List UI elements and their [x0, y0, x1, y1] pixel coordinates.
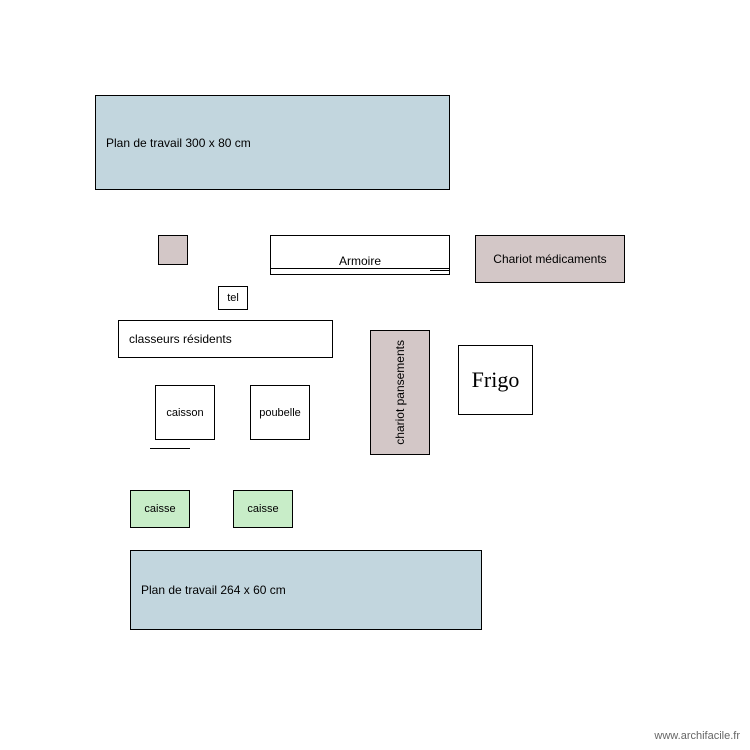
caisse-1: caisse: [130, 490, 190, 528]
armoire-inner-line-1: [270, 268, 450, 269]
caisse-1-label: caisse: [144, 503, 175, 515]
footer-text: www.archifacile.fr: [654, 730, 740, 742]
tick-line: [150, 448, 190, 449]
caisson-label: caisson: [166, 407, 203, 419]
tel: tel: [218, 286, 248, 310]
chariot-medicaments-label: Chariot médicaments: [493, 252, 606, 266]
plan-travail-bottom: Plan de travail 264 x 60 cm: [130, 550, 482, 630]
poubelle-label: poubelle: [259, 407, 301, 419]
classeurs-residents-label: classeurs résidents: [129, 332, 232, 346]
armoire-label: Armoire: [339, 254, 381, 268]
chariot-pansements: chariot pansements: [370, 330, 430, 455]
armoire-inner-line-2: [430, 270, 450, 271]
tel-label: tel: [227, 292, 239, 304]
poubelle: poubelle: [250, 385, 310, 440]
footer-credit: www.archifacile.fr: [654, 730, 740, 742]
armoire: Armoire: [270, 235, 450, 275]
frigo: Frigo: [458, 345, 533, 415]
caisse-2-label: caisse: [247, 503, 278, 515]
caisson: caisson: [155, 385, 215, 440]
plan-travail-top-label: Plan de travail 300 x 80 cm: [106, 136, 251, 150]
caisse-2: caisse: [233, 490, 293, 528]
classeurs-residents: classeurs résidents: [118, 320, 333, 358]
plan-travail-bottom-label: Plan de travail 264 x 60 cm: [141, 583, 286, 597]
chariot-pansements-label: chariot pansements: [393, 340, 407, 445]
small-square: [158, 235, 188, 265]
frigo-label: Frigo: [472, 367, 520, 393]
chariot-medicaments: Chariot médicaments: [475, 235, 625, 283]
plan-travail-top: Plan de travail 300 x 80 cm: [95, 95, 450, 190]
